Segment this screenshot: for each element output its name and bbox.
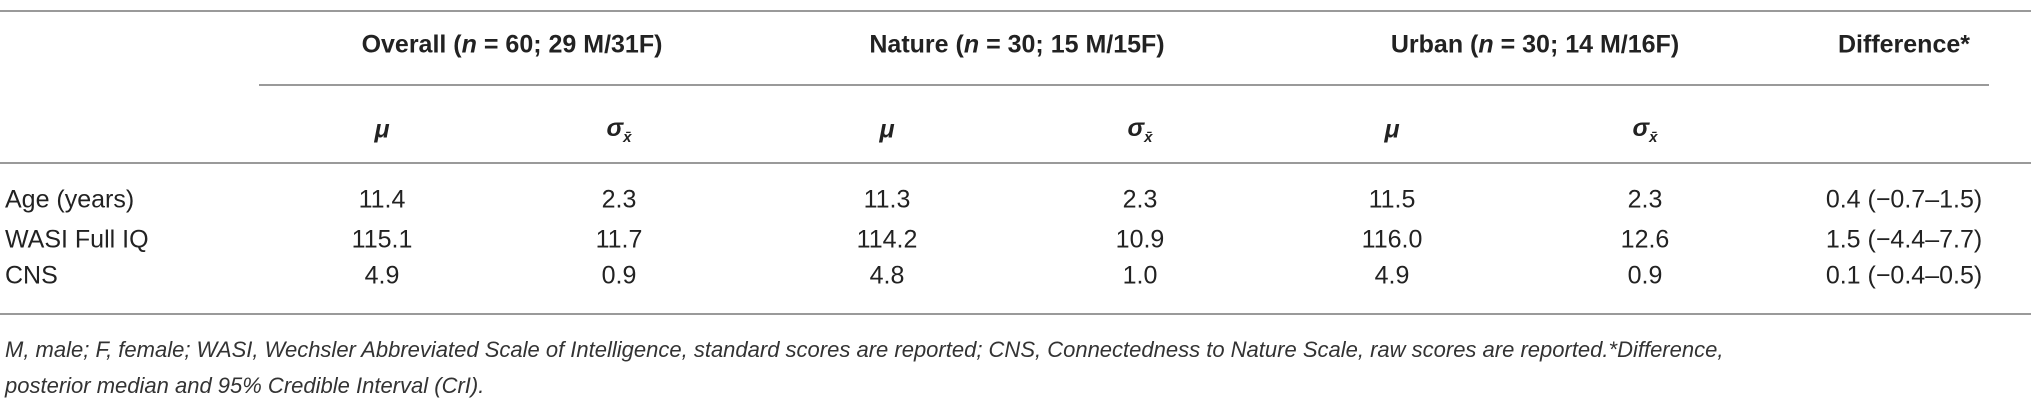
- header-text: Urban (: [1390, 30, 1479, 59]
- bottom-rule: [0, 313, 2031, 315]
- row-label: CNS: [5, 261, 58, 290]
- top-rule: [0, 10, 2031, 12]
- group-rule: [259, 84, 1989, 86]
- table-cell: 11.3: [863, 185, 911, 214]
- table-cell: 4.9: [364, 261, 400, 290]
- table-cell: 0.9: [1627, 261, 1663, 290]
- table-cell: 11.5: [1368, 185, 1416, 214]
- symbol: x̄: [623, 129, 632, 146]
- table-cell: 114.2: [856, 225, 918, 254]
- table-cell: 2.3: [1122, 185, 1158, 214]
- symbol: μ: [879, 115, 895, 144]
- symbol: x̄: [1144, 129, 1153, 146]
- footnote: posterior median and 95% Credible Interv…: [5, 373, 485, 398]
- header-text: n: [1478, 30, 1494, 59]
- sub-header: σx̄: [1128, 114, 1153, 146]
- group-header: Nature (n = 30; 15 M/15F): [869, 31, 1164, 60]
- sub-header: μ: [374, 116, 389, 145]
- group-header: Difference*: [1838, 31, 1970, 60]
- group-header: Urban (n = 30; 14 M/16F): [1391, 31, 1679, 60]
- table-cell: 0.4 (−0.7–1.5): [1825, 185, 1983, 214]
- symbol: σ: [1632, 114, 1650, 142]
- table-cell: 2.3: [1627, 185, 1663, 214]
- symbol: x̄: [1649, 129, 1658, 146]
- table-cell: 1.0: [1122, 261, 1158, 290]
- table-cell: 11.7: [595, 225, 643, 254]
- symbol: σ: [1127, 114, 1145, 142]
- table-cell: 10.9: [1115, 225, 1165, 254]
- table-cell: 4.8: [869, 261, 905, 290]
- symbol: σ: [606, 114, 624, 142]
- row-label: WASI Full IQ: [5, 225, 149, 254]
- header-rule: [0, 162, 2031, 164]
- header-text: = 30; 15 M/15F): [979, 30, 1165, 59]
- footnote: M, male; F, female; WASI, Wechsler Abbre…: [5, 337, 1724, 362]
- sub-header: σx̄: [607, 114, 632, 146]
- header-text: Nature (: [869, 30, 964, 59]
- sub-header: μ: [1384, 116, 1399, 145]
- sub-header: μ: [879, 116, 894, 145]
- header-text: n: [963, 30, 980, 59]
- row-label: Age (years): [5, 185, 135, 214]
- table-cell: 1.5 (−4.4–7.7): [1825, 225, 1983, 254]
- header-text: = 60; 29 M/31F): [476, 30, 663, 59]
- table-cell: 0.9: [601, 261, 637, 290]
- table-cell: 12.6: [1620, 225, 1670, 254]
- table-cell: 116.0: [1361, 225, 1423, 254]
- symbol: μ: [374, 115, 390, 144]
- sub-header: σx̄: [1633, 114, 1658, 146]
- symbol: μ: [1384, 115, 1400, 144]
- table-cell: 115.1: [351, 225, 413, 254]
- header-text: Difference*: [1838, 30, 1970, 59]
- header-text: n: [461, 30, 477, 59]
- table-cell: 11.4: [358, 185, 406, 214]
- table-cell: 2.3: [601, 185, 637, 214]
- group-header: Overall (n = 60; 29 M/31F): [362, 31, 663, 60]
- header-text: = 30; 14 M/16F): [1493, 30, 1680, 59]
- table-cell: 0.1 (−0.4–0.5): [1825, 261, 1983, 290]
- table-cell: 4.9: [1374, 261, 1410, 290]
- header-text: Overall (: [361, 30, 462, 59]
